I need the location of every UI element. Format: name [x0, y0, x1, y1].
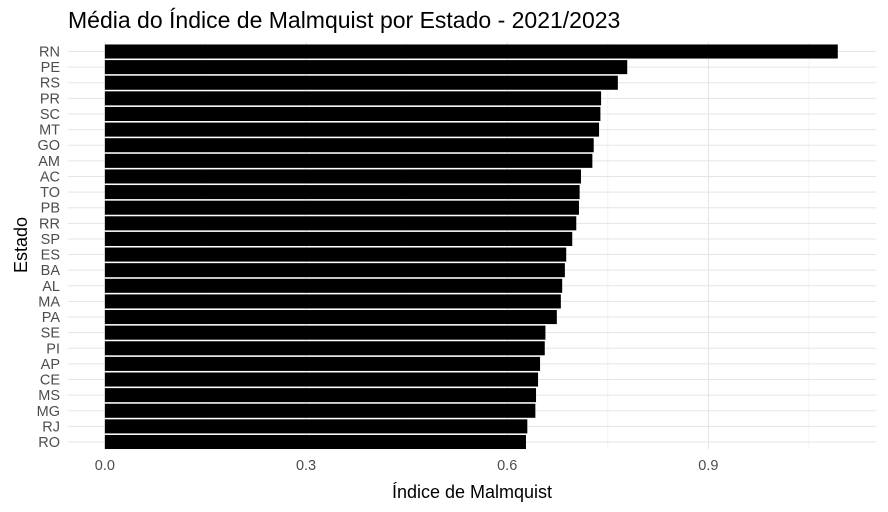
y-tick-label-pb: PB: [41, 201, 60, 217]
bar-pi: [104, 341, 545, 356]
y-tick-label-al: AL: [42, 279, 60, 295]
y-tick-label-ms: MS: [38, 388, 60, 404]
bar-pr: [104, 91, 602, 106]
bar-ap: [104, 356, 541, 371]
y-tick-label-rj: RJ: [42, 419, 60, 435]
x-tick-label: 0.9: [698, 458, 718, 474]
bar-ac: [104, 169, 581, 184]
y-tick-label-go: GO: [37, 138, 60, 154]
y-tick-label-ac: AC: [40, 169, 60, 185]
bar-rn: [104, 44, 838, 59]
bar-mg: [104, 403, 536, 418]
y-tick-label-pr: PR: [40, 91, 60, 107]
y-axis-title: Estado: [11, 217, 31, 273]
chart-title: Média do Índice de Malmquist por Estado …: [68, 7, 620, 33]
y-tick-label-se: SE: [41, 326, 61, 342]
bar-go: [104, 138, 594, 153]
y-tick-label-sp: SP: [41, 232, 60, 248]
bar-sp: [104, 231, 573, 246]
y-tick-label-ro: RO: [38, 435, 60, 451]
bar-se: [104, 325, 546, 340]
y-tick-label-to: TO: [40, 185, 60, 201]
bar-ms: [104, 388, 537, 403]
y-tick-label-rs: RS: [40, 76, 60, 92]
y-tick-label-pi: PI: [46, 341, 60, 357]
bar-rj: [104, 419, 528, 434]
bar-es: [104, 247, 567, 262]
bar-al: [104, 278, 563, 293]
y-tick-label-sc: SC: [40, 107, 60, 123]
bar-ce: [104, 372, 539, 387]
y-tick-label-pa: PA: [42, 310, 61, 326]
y-tick-label-ap: AP: [41, 357, 60, 373]
bar-sc: [104, 106, 601, 122]
bars: [104, 44, 838, 450]
x-axis-title: Índice de Malmquist: [392, 482, 552, 502]
bar-mt: [104, 122, 600, 137]
x-tick-label: 0.6: [497, 458, 517, 474]
y-tick-label-ce: CE: [40, 373, 60, 389]
bar-ba: [104, 263, 565, 278]
y-tick-label-mt: MT: [39, 123, 60, 139]
y-tick-label-rn: RN: [39, 45, 60, 61]
y-tick-label-rr: RR: [39, 216, 60, 232]
y-tick-label-ba: BA: [41, 263, 61, 279]
x-tick-label: 0.3: [296, 458, 316, 474]
bar-pb: [104, 200, 579, 215]
bar-pe: [104, 60, 628, 75]
y-tick-label-mg: MG: [37, 404, 60, 420]
y-tick-label-es: ES: [41, 248, 60, 264]
y-tick-labels: RNPERSPRSCMTGOAMACTOPBRRSPESBAALMAPASEPI…: [37, 45, 61, 452]
y-tick-label-pe: PE: [41, 60, 61, 76]
bar-ma: [104, 294, 561, 309]
bar-ro: [104, 434, 526, 450]
bar-rs: [104, 75, 618, 90]
x-tick-labels: 0.0 0.3 0.6 0.9: [95, 458, 719, 474]
bar-rr: [104, 216, 577, 231]
bar-am: [104, 153, 593, 168]
bar-to: [104, 185, 580, 200]
bar-pa: [104, 310, 557, 325]
y-tick-label-am: AM: [38, 154, 60, 170]
x-tick-label: 0.0: [95, 458, 115, 474]
y-tick-label-ma: MA: [38, 294, 60, 310]
